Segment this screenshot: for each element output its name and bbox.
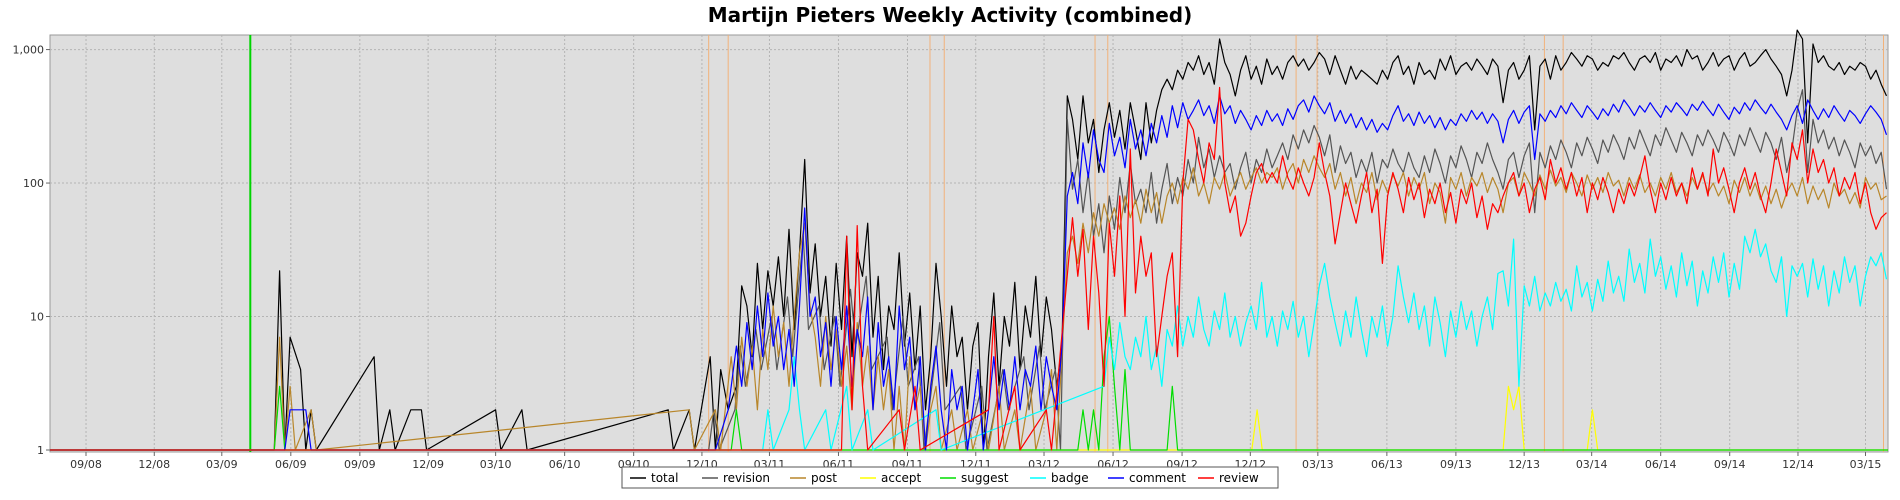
event-markers xyxy=(249,35,1884,452)
x-tick-label: 09/08 xyxy=(70,458,102,471)
y-tick-label: 100 xyxy=(23,177,44,190)
legend: total revision post accept suggest badge comme… xyxy=(621,466,1279,489)
legend-label-comment: comment xyxy=(1129,471,1186,485)
x-tick-label: 12/09 xyxy=(412,458,444,471)
plot-background xyxy=(49,34,1889,453)
legend-label-total: total xyxy=(651,471,678,485)
x-tick-label: 06/10 xyxy=(549,458,581,471)
legend-label-badge: badge xyxy=(1051,471,1089,485)
y-tick-label: 10 xyxy=(30,311,44,324)
series-line-revision xyxy=(50,89,1888,451)
y-tick-label: 1 xyxy=(37,444,44,457)
x-tick-label: 06/13 xyxy=(1371,458,1403,471)
series-line-review xyxy=(50,86,1887,451)
x-tick-label: 03/15 xyxy=(1850,458,1882,471)
x-tick-label: 06/09 xyxy=(275,458,307,471)
x-tick-label: 09/13 xyxy=(1440,458,1472,471)
legend-label-post: post xyxy=(811,471,837,485)
y-axis-ticks: 1 10 100 1,000 xyxy=(13,44,50,457)
legend-label-revision: revision xyxy=(723,471,770,485)
x-tick-label: 12/14 xyxy=(1782,458,1814,471)
y-tick-label: 1,000 xyxy=(13,44,45,57)
series-line-accept xyxy=(50,385,1888,451)
legend-label-suggest: suggest xyxy=(961,471,1009,485)
x-tick-label: 03/09 xyxy=(206,458,238,471)
series-layer xyxy=(50,29,1888,451)
x-tick-label: 03/13 xyxy=(1302,458,1334,471)
legend-label-review: review xyxy=(1219,471,1259,485)
x-tick-label: 03/14 xyxy=(1576,458,1608,471)
x-tick-label: 12/08 xyxy=(138,458,170,471)
chart-title: Martijn Pieters Weekly Activity (combine… xyxy=(708,3,1193,27)
series-line-comment xyxy=(50,95,1888,451)
grid-layer xyxy=(50,35,1888,452)
legend-label-accept: accept xyxy=(881,471,922,485)
x-tick-label: 12/13 xyxy=(1508,458,1540,471)
x-tick-label: 09/14 xyxy=(1714,458,1746,471)
x-tick-label: 06/14 xyxy=(1645,458,1677,471)
x-tick-label: 03/10 xyxy=(480,458,512,471)
series-line-badge xyxy=(50,228,1888,451)
x-tick-label: 09/09 xyxy=(344,458,376,471)
series-line-total xyxy=(50,29,1888,451)
